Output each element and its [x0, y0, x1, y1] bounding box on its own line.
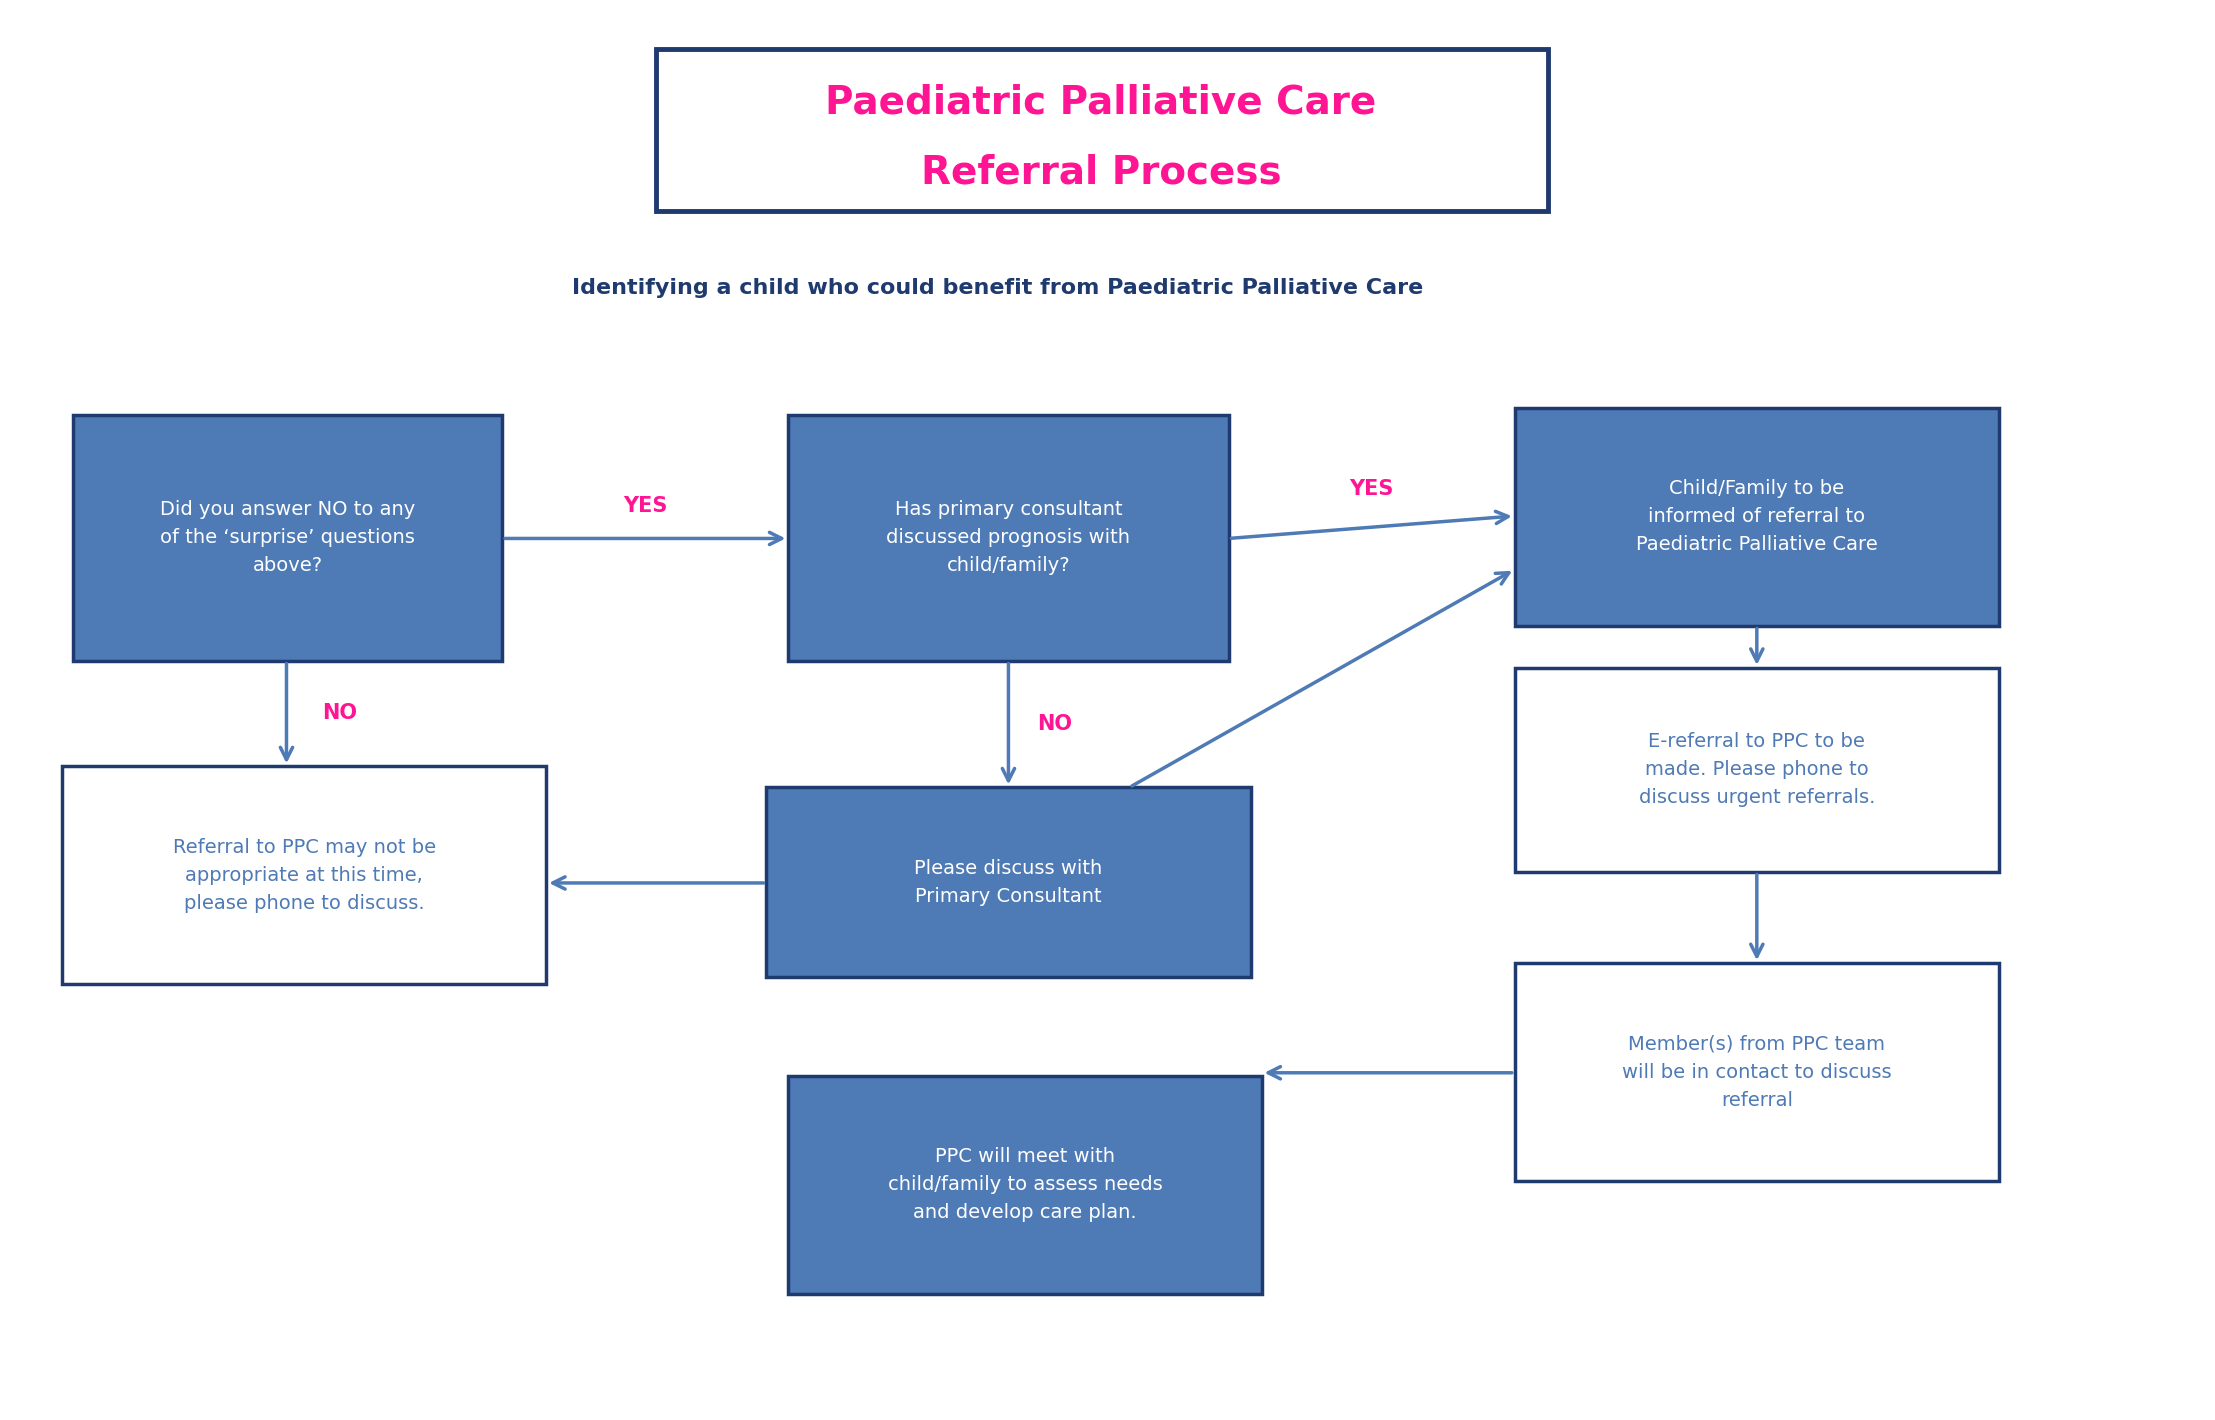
FancyBboxPatch shape [73, 415, 503, 660]
FancyBboxPatch shape [1515, 667, 1998, 872]
Text: PPC will meet with
child/family to assess needs
and develop care plan.: PPC will meet with child/family to asses… [888, 1147, 1163, 1223]
FancyBboxPatch shape [789, 1075, 1263, 1294]
FancyBboxPatch shape [1515, 408, 1998, 626]
Text: Child/Family to be
informed of referral to
Paediatric Palliative Care: Child/Family to be informed of referral … [1637, 479, 1878, 554]
Text: Did you answer NO to any
of the ‘surprise’ questions
above?: Did you answer NO to any of the ‘surpris… [159, 500, 414, 575]
Text: Referral to PPC may not be
appropriate at this time,
please phone to discuss.: Referral to PPC may not be appropriate a… [173, 838, 436, 913]
FancyBboxPatch shape [789, 415, 1229, 660]
Text: YES: YES [622, 496, 667, 515]
Text: Please discuss with
Primary Consultant: Please discuss with Primary Consultant [915, 859, 1103, 906]
FancyBboxPatch shape [62, 767, 547, 984]
FancyBboxPatch shape [1515, 963, 1998, 1181]
Text: NO: NO [1037, 714, 1072, 734]
FancyBboxPatch shape [656, 50, 1548, 210]
Text: Has primary consultant
discussed prognosis with
child/family?: Has primary consultant discussed prognos… [886, 500, 1130, 575]
Text: Paediatric Palliative Care: Paediatric Palliative Care [826, 84, 1376, 122]
FancyBboxPatch shape [766, 787, 1251, 977]
Text: Identifying a child who could benefit from Paediatric Palliative Care: Identifying a child who could benefit fr… [571, 278, 1422, 298]
Text: NO: NO [321, 703, 357, 723]
Text: YES: YES [1349, 479, 1393, 498]
Text: Referral Process: Referral Process [921, 153, 1280, 192]
Text: Member(s) from PPC team
will be in contact to discuss
referral: Member(s) from PPC team will be in conta… [1621, 1035, 1892, 1109]
Text: E-referral to PPC to be
made. Please phone to
discuss urgent referrals.: E-referral to PPC to be made. Please pho… [1639, 733, 1876, 807]
